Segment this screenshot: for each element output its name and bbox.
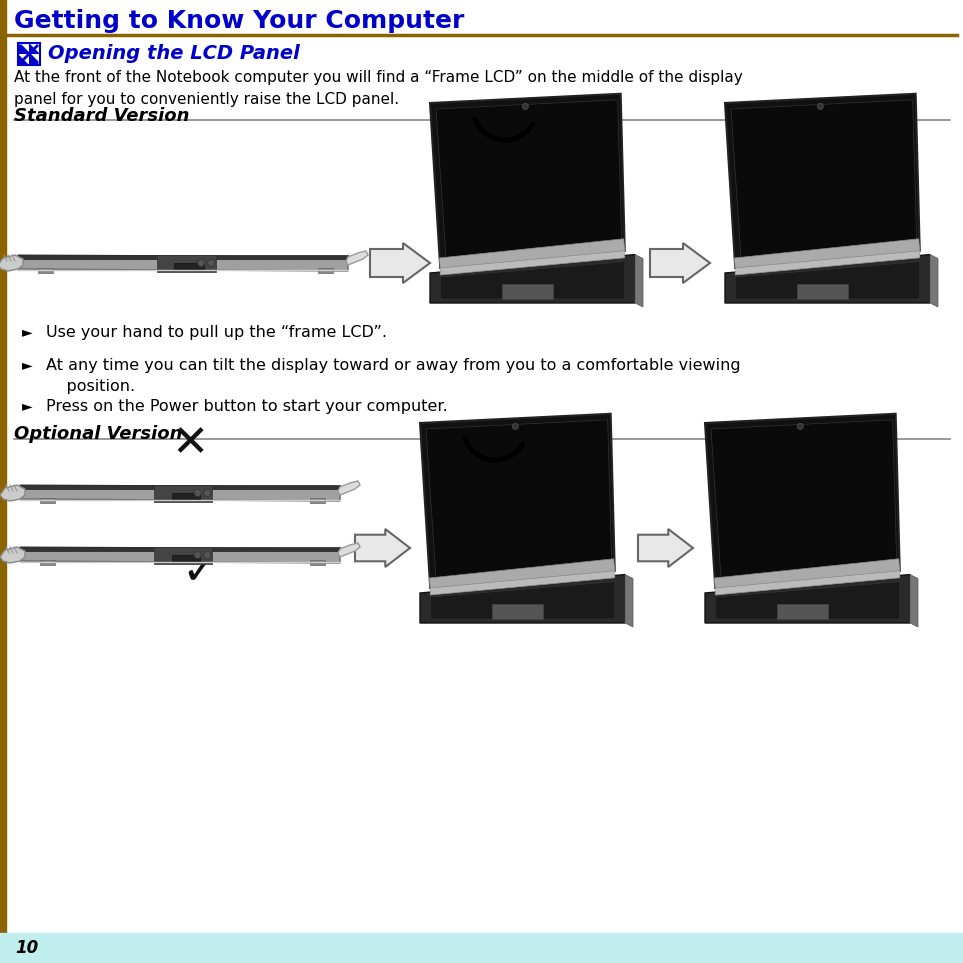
Polygon shape (0, 547, 25, 563)
Bar (38, 268, 53, 273)
Polygon shape (429, 559, 614, 588)
Circle shape (818, 103, 823, 110)
Polygon shape (426, 420, 612, 582)
Bar (18, 43, 40, 65)
Text: ✓: ✓ (181, 550, 219, 593)
Polygon shape (716, 582, 899, 619)
Text: ►: ► (22, 399, 33, 413)
Circle shape (208, 259, 215, 267)
Bar (40, 560, 55, 565)
Polygon shape (735, 262, 920, 299)
Bar (40, 498, 55, 503)
Polygon shape (734, 239, 920, 268)
Circle shape (204, 552, 211, 559)
Polygon shape (635, 254, 643, 307)
Polygon shape (0, 255, 23, 271)
Bar (777, 604, 828, 619)
Polygon shape (731, 100, 917, 262)
Polygon shape (18, 255, 348, 271)
Text: At any time you can tilt the display toward or away from you to a comfortable vi: At any time you can tilt the display tow… (46, 358, 741, 394)
Polygon shape (430, 582, 614, 619)
Polygon shape (20, 547, 340, 551)
Polygon shape (370, 243, 430, 283)
Polygon shape (20, 485, 340, 501)
Polygon shape (715, 559, 899, 588)
Polygon shape (29, 54, 40, 65)
Polygon shape (650, 243, 710, 283)
Circle shape (512, 424, 518, 429)
Text: Getting to Know Your Computer: Getting to Know Your Computer (14, 9, 464, 33)
Polygon shape (638, 529, 693, 567)
Bar (171, 555, 200, 561)
Bar (796, 284, 848, 299)
Text: Standard Version: Standard Version (14, 107, 190, 125)
Bar (502, 284, 553, 299)
Text: Optional Version: Optional Version (14, 425, 183, 443)
Polygon shape (711, 420, 897, 582)
Polygon shape (440, 262, 625, 299)
Polygon shape (29, 43, 40, 54)
Polygon shape (346, 251, 368, 265)
Circle shape (522, 103, 529, 110)
Polygon shape (18, 54, 29, 65)
Bar (174, 263, 204, 269)
Polygon shape (440, 247, 625, 275)
Circle shape (797, 424, 803, 429)
Polygon shape (725, 93, 920, 268)
Polygon shape (705, 414, 899, 588)
Text: ►: ► (22, 325, 33, 339)
Polygon shape (430, 93, 625, 268)
Text: Press on the Power button to start your computer.: Press on the Power button to start your … (46, 399, 448, 414)
Polygon shape (18, 255, 348, 259)
Polygon shape (0, 485, 25, 501)
Polygon shape (338, 481, 360, 495)
Circle shape (204, 489, 211, 497)
Polygon shape (355, 529, 410, 567)
Polygon shape (18, 43, 29, 54)
Text: Opening the LCD Panel: Opening the LCD Panel (48, 43, 299, 63)
Polygon shape (20, 547, 340, 563)
Polygon shape (20, 485, 340, 489)
Bar (318, 268, 333, 273)
Circle shape (195, 489, 201, 497)
Polygon shape (735, 247, 920, 275)
Bar (154, 485, 212, 502)
Text: ✕: ✕ (171, 422, 209, 465)
Polygon shape (439, 239, 625, 268)
Bar (310, 560, 325, 565)
Bar (0, 0, 6, 933)
Bar (492, 604, 543, 619)
Polygon shape (705, 575, 910, 623)
Bar (154, 547, 212, 564)
Polygon shape (910, 575, 918, 627)
Polygon shape (716, 568, 899, 595)
Polygon shape (930, 254, 938, 307)
Polygon shape (430, 254, 635, 303)
Polygon shape (625, 575, 633, 627)
Polygon shape (420, 575, 625, 623)
Bar (171, 493, 200, 499)
Circle shape (197, 259, 205, 267)
Polygon shape (725, 254, 930, 303)
Bar (0, 933, 963, 963)
Polygon shape (436, 100, 622, 262)
Polygon shape (420, 414, 614, 588)
Text: At the front of the Notebook computer you will find a “Frame LCD” on the middle : At the front of the Notebook computer yo… (14, 70, 742, 107)
Circle shape (195, 552, 201, 559)
Bar (310, 498, 325, 503)
Text: 10: 10 (15, 939, 39, 957)
Polygon shape (338, 543, 360, 557)
Polygon shape (430, 568, 614, 595)
Text: ►: ► (22, 358, 33, 372)
Text: Use your hand to pull up the “frame LCD”.: Use your hand to pull up the “frame LCD”… (46, 325, 387, 340)
Bar (157, 255, 216, 272)
